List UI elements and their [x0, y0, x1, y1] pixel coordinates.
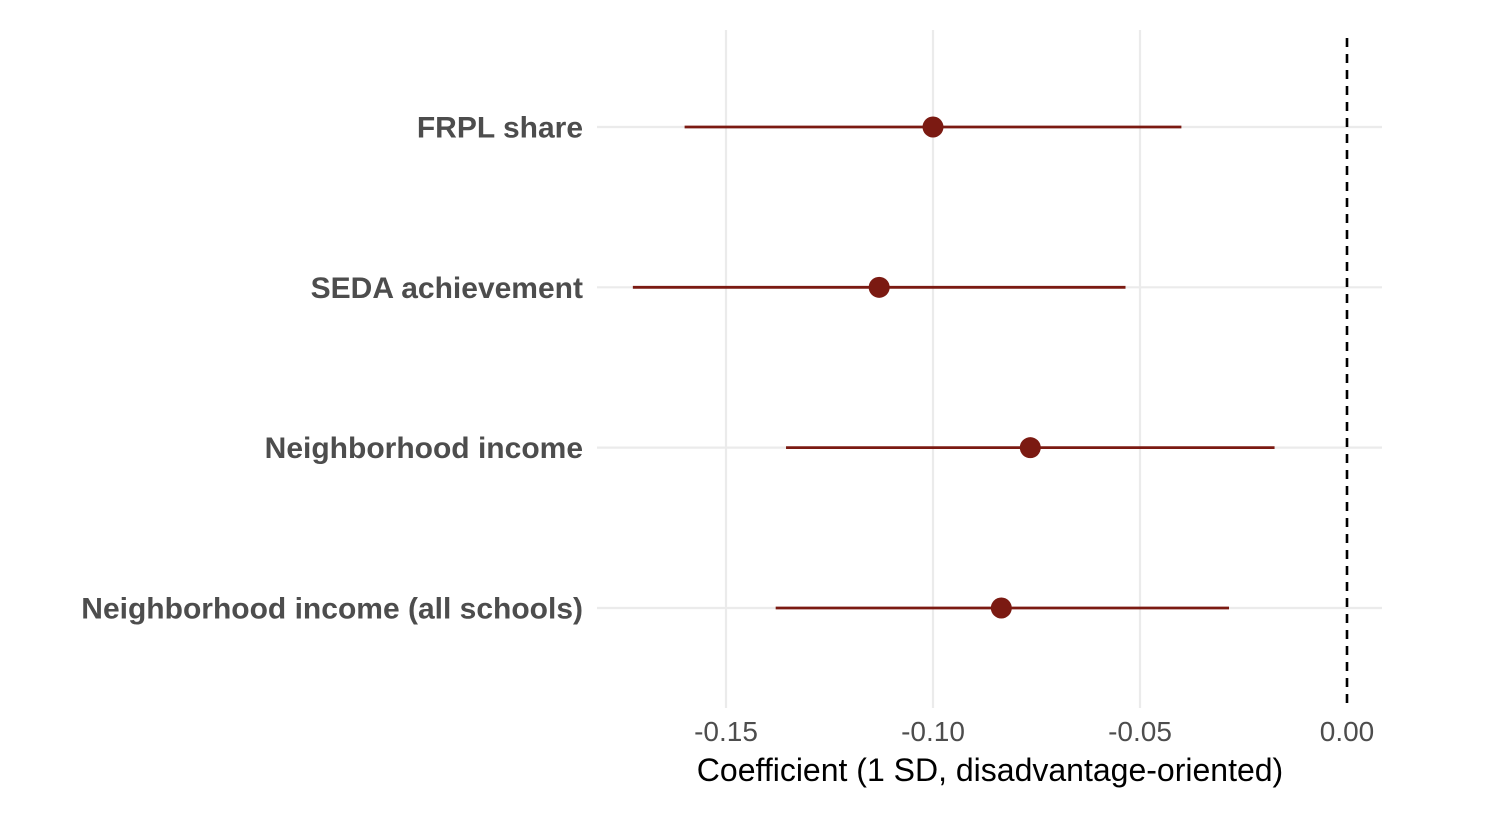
point-estimate [922, 116, 944, 138]
point-estimate [868, 276, 890, 298]
point-estimate-layer [868, 116, 1041, 619]
x-axis-title: Coefficient (1 SD, disadvantage-oriented… [697, 752, 1283, 788]
point-estimate [1019, 437, 1041, 459]
grid-layer [597, 30, 1382, 708]
category-label: SEDA achievement [311, 272, 583, 305]
x-tick-label: -0.15 [694, 716, 758, 747]
x-tick-label-layer: -0.15 -0.10 -0.05 0.00 [694, 716, 1374, 747]
category-label-layer: FRPL share SEDA achievement Neighborhood i… [81, 112, 583, 626]
point-estimate [990, 597, 1012, 619]
confidence-interval-layer [632, 125, 1275, 610]
category-label: Neighborhood income [265, 432, 583, 465]
category-label: Neighborhood income (all schools) [81, 592, 583, 625]
x-tick-label: -0.05 [1108, 716, 1172, 747]
x-tick-label: 0.00 [1320, 716, 1375, 747]
x-tick-label: -0.10 [901, 716, 965, 747]
category-label: FRPL share [417, 112, 583, 145]
